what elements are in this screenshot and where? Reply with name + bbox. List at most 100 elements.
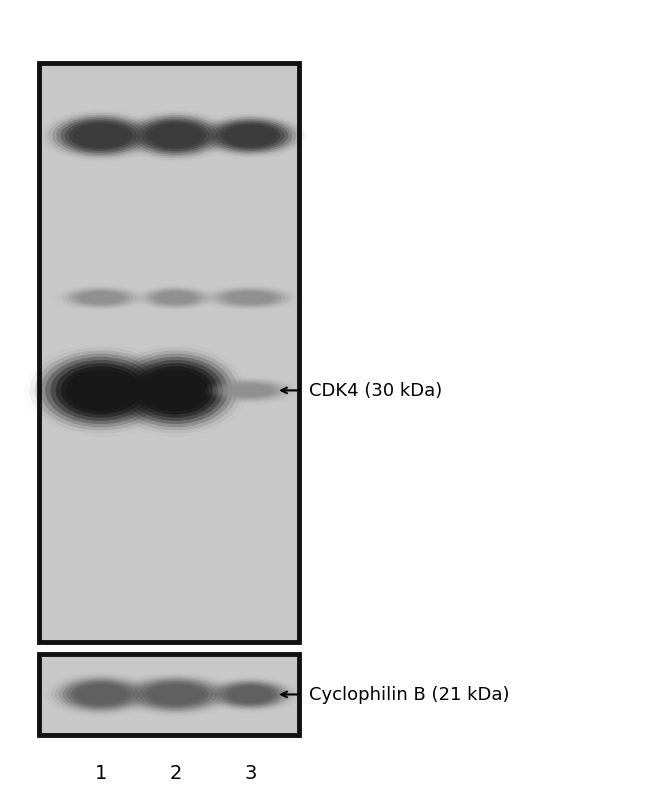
Ellipse shape [144,288,207,308]
Ellipse shape [133,117,218,156]
Ellipse shape [213,681,287,708]
Ellipse shape [204,118,296,155]
Ellipse shape [226,385,274,397]
Ellipse shape [140,287,211,309]
Bar [39,654,299,735]
Ellipse shape [63,679,138,710]
Ellipse shape [129,678,222,711]
Ellipse shape [134,679,217,710]
Ellipse shape [159,293,192,304]
Ellipse shape [223,383,278,398]
Ellipse shape [205,287,296,310]
Ellipse shape [155,292,196,304]
Ellipse shape [129,116,222,157]
Ellipse shape [46,357,156,425]
Text: Cyclophilin B (21 kDa): Cyclophilin B (21 kDa) [309,686,509,703]
Ellipse shape [72,291,130,307]
Ellipse shape [34,351,167,431]
Ellipse shape [68,289,133,308]
Ellipse shape [66,370,135,412]
Ellipse shape [212,380,289,402]
Ellipse shape [57,117,145,156]
Ellipse shape [216,123,284,150]
Ellipse shape [220,124,280,149]
Ellipse shape [51,675,151,715]
Ellipse shape [219,382,281,400]
Ellipse shape [58,678,143,711]
Ellipse shape [60,119,141,153]
Ellipse shape [65,121,136,152]
Bar [39,64,299,642]
Text: 2: 2 [169,763,182,782]
Ellipse shape [58,287,144,310]
Ellipse shape [128,361,223,422]
Ellipse shape [153,126,198,146]
Ellipse shape [205,378,296,404]
Bar [39,654,299,735]
Ellipse shape [61,367,140,415]
Ellipse shape [143,370,208,412]
Ellipse shape [77,126,124,146]
Ellipse shape [200,116,300,157]
Ellipse shape [150,291,202,307]
Ellipse shape [73,124,128,149]
Ellipse shape [230,293,270,304]
Bar [39,64,299,642]
Ellipse shape [231,687,270,702]
Ellipse shape [142,683,209,707]
Ellipse shape [208,120,292,153]
Ellipse shape [209,379,292,402]
Ellipse shape [55,676,147,713]
Ellipse shape [216,683,284,707]
Text: CDK4 (30 kDa): CDK4 (30 kDa) [309,382,442,400]
Ellipse shape [216,289,285,308]
Ellipse shape [79,292,123,304]
Ellipse shape [224,126,276,147]
Ellipse shape [120,675,231,715]
Ellipse shape [216,381,285,401]
Ellipse shape [223,291,278,305]
Ellipse shape [72,373,130,409]
Ellipse shape [138,681,213,708]
Ellipse shape [71,683,131,707]
Ellipse shape [227,686,273,703]
Text: 3: 3 [244,763,257,782]
Ellipse shape [146,289,205,308]
Ellipse shape [62,287,140,309]
Ellipse shape [228,128,272,145]
Ellipse shape [151,686,200,703]
Ellipse shape [40,354,162,428]
Ellipse shape [213,121,288,152]
Ellipse shape [224,685,277,704]
Ellipse shape [108,348,243,434]
Ellipse shape [220,683,280,706]
Ellipse shape [147,684,204,705]
Ellipse shape [118,354,233,428]
Ellipse shape [29,348,172,434]
Ellipse shape [230,385,270,397]
Ellipse shape [226,292,274,304]
Ellipse shape [137,287,214,310]
Ellipse shape [150,124,202,149]
Ellipse shape [67,681,135,708]
Ellipse shape [113,351,238,431]
Ellipse shape [133,364,218,418]
Ellipse shape [51,361,151,422]
Text: 1: 1 [94,763,107,782]
Ellipse shape [52,116,150,157]
Ellipse shape [148,373,203,409]
Ellipse shape [210,679,291,710]
Ellipse shape [153,291,198,305]
Ellipse shape [142,121,209,152]
Ellipse shape [82,293,120,304]
Ellipse shape [75,291,126,305]
Ellipse shape [79,686,123,703]
Ellipse shape [48,114,153,159]
Ellipse shape [138,119,213,153]
Ellipse shape [56,364,146,418]
Ellipse shape [138,367,213,415]
Ellipse shape [209,287,292,309]
Ellipse shape [69,123,133,150]
Ellipse shape [146,123,205,150]
Ellipse shape [219,291,281,307]
